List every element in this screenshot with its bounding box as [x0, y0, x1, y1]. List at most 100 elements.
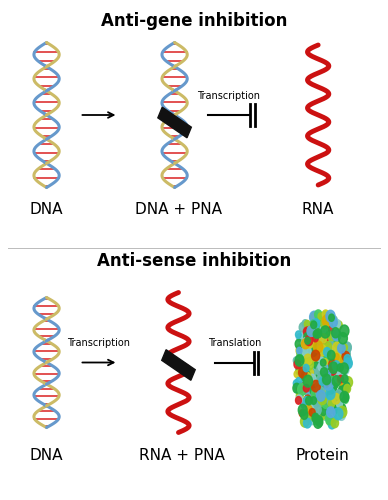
Circle shape: [322, 315, 331, 326]
Circle shape: [310, 330, 317, 338]
Circle shape: [343, 356, 349, 364]
Circle shape: [342, 348, 348, 356]
Circle shape: [322, 310, 329, 318]
Circle shape: [310, 414, 318, 424]
Circle shape: [304, 378, 311, 386]
Circle shape: [336, 321, 342, 330]
Circle shape: [338, 376, 343, 383]
Bar: [158, 107, 191, 138]
Circle shape: [312, 414, 319, 422]
Circle shape: [322, 413, 327, 420]
Circle shape: [307, 341, 314, 351]
Circle shape: [324, 334, 331, 343]
Circle shape: [307, 326, 315, 336]
Circle shape: [305, 338, 314, 348]
Circle shape: [343, 357, 352, 368]
Circle shape: [311, 321, 317, 328]
Circle shape: [331, 418, 338, 428]
Circle shape: [336, 400, 342, 408]
Text: RNA + PNA: RNA + PNA: [139, 448, 225, 462]
Circle shape: [333, 350, 339, 357]
Circle shape: [340, 357, 349, 368]
Circle shape: [312, 396, 320, 407]
Circle shape: [332, 352, 341, 364]
Circle shape: [324, 339, 329, 346]
Circle shape: [328, 325, 334, 332]
Circle shape: [310, 312, 319, 324]
Circle shape: [317, 335, 323, 344]
Circle shape: [329, 394, 337, 404]
Circle shape: [320, 312, 329, 323]
Circle shape: [315, 390, 320, 398]
Circle shape: [303, 351, 310, 361]
Text: DNA: DNA: [30, 448, 63, 462]
Circle shape: [331, 321, 336, 328]
Circle shape: [310, 386, 317, 395]
Circle shape: [334, 354, 342, 364]
Circle shape: [314, 381, 322, 391]
Circle shape: [301, 338, 309, 349]
Circle shape: [308, 338, 316, 347]
Circle shape: [344, 358, 352, 369]
Circle shape: [328, 340, 334, 347]
Circle shape: [312, 366, 321, 378]
Circle shape: [320, 384, 326, 392]
Circle shape: [335, 370, 343, 381]
Circle shape: [308, 322, 317, 334]
Circle shape: [312, 336, 319, 346]
Circle shape: [314, 329, 322, 338]
Circle shape: [297, 348, 302, 354]
Circle shape: [338, 377, 344, 385]
Circle shape: [341, 394, 348, 404]
Circle shape: [305, 395, 311, 404]
Circle shape: [329, 362, 338, 374]
Circle shape: [327, 313, 334, 321]
Circle shape: [326, 314, 333, 323]
Circle shape: [319, 378, 326, 386]
Circle shape: [301, 370, 310, 382]
Circle shape: [305, 410, 312, 419]
Circle shape: [316, 366, 324, 376]
Circle shape: [320, 400, 328, 409]
Circle shape: [307, 325, 317, 337]
Circle shape: [314, 341, 323, 353]
Circle shape: [306, 412, 313, 421]
Circle shape: [328, 397, 335, 405]
Circle shape: [327, 416, 334, 424]
Circle shape: [322, 405, 329, 414]
Circle shape: [336, 360, 341, 367]
Circle shape: [322, 359, 328, 366]
Circle shape: [310, 380, 316, 388]
Circle shape: [318, 313, 323, 320]
Circle shape: [315, 356, 324, 368]
Circle shape: [310, 320, 319, 331]
Circle shape: [303, 381, 309, 388]
Circle shape: [340, 357, 346, 366]
Circle shape: [302, 346, 311, 357]
Circle shape: [324, 378, 333, 390]
Circle shape: [298, 404, 307, 415]
Circle shape: [334, 371, 344, 383]
Circle shape: [310, 352, 315, 360]
Circle shape: [317, 353, 322, 360]
Circle shape: [320, 359, 326, 366]
Circle shape: [338, 406, 347, 418]
Circle shape: [331, 370, 337, 377]
Circle shape: [340, 355, 349, 366]
Circle shape: [330, 385, 336, 394]
Circle shape: [320, 354, 327, 363]
Circle shape: [319, 413, 325, 420]
Circle shape: [334, 356, 340, 362]
Text: Transcription: Transcription: [197, 91, 260, 101]
Circle shape: [322, 374, 331, 384]
Circle shape: [303, 354, 312, 366]
Circle shape: [326, 331, 332, 338]
Circle shape: [293, 384, 301, 393]
Circle shape: [316, 386, 324, 398]
Circle shape: [296, 392, 303, 400]
Circle shape: [312, 404, 321, 415]
Circle shape: [320, 368, 327, 376]
Circle shape: [326, 416, 333, 424]
Circle shape: [303, 384, 309, 392]
Circle shape: [302, 320, 308, 328]
